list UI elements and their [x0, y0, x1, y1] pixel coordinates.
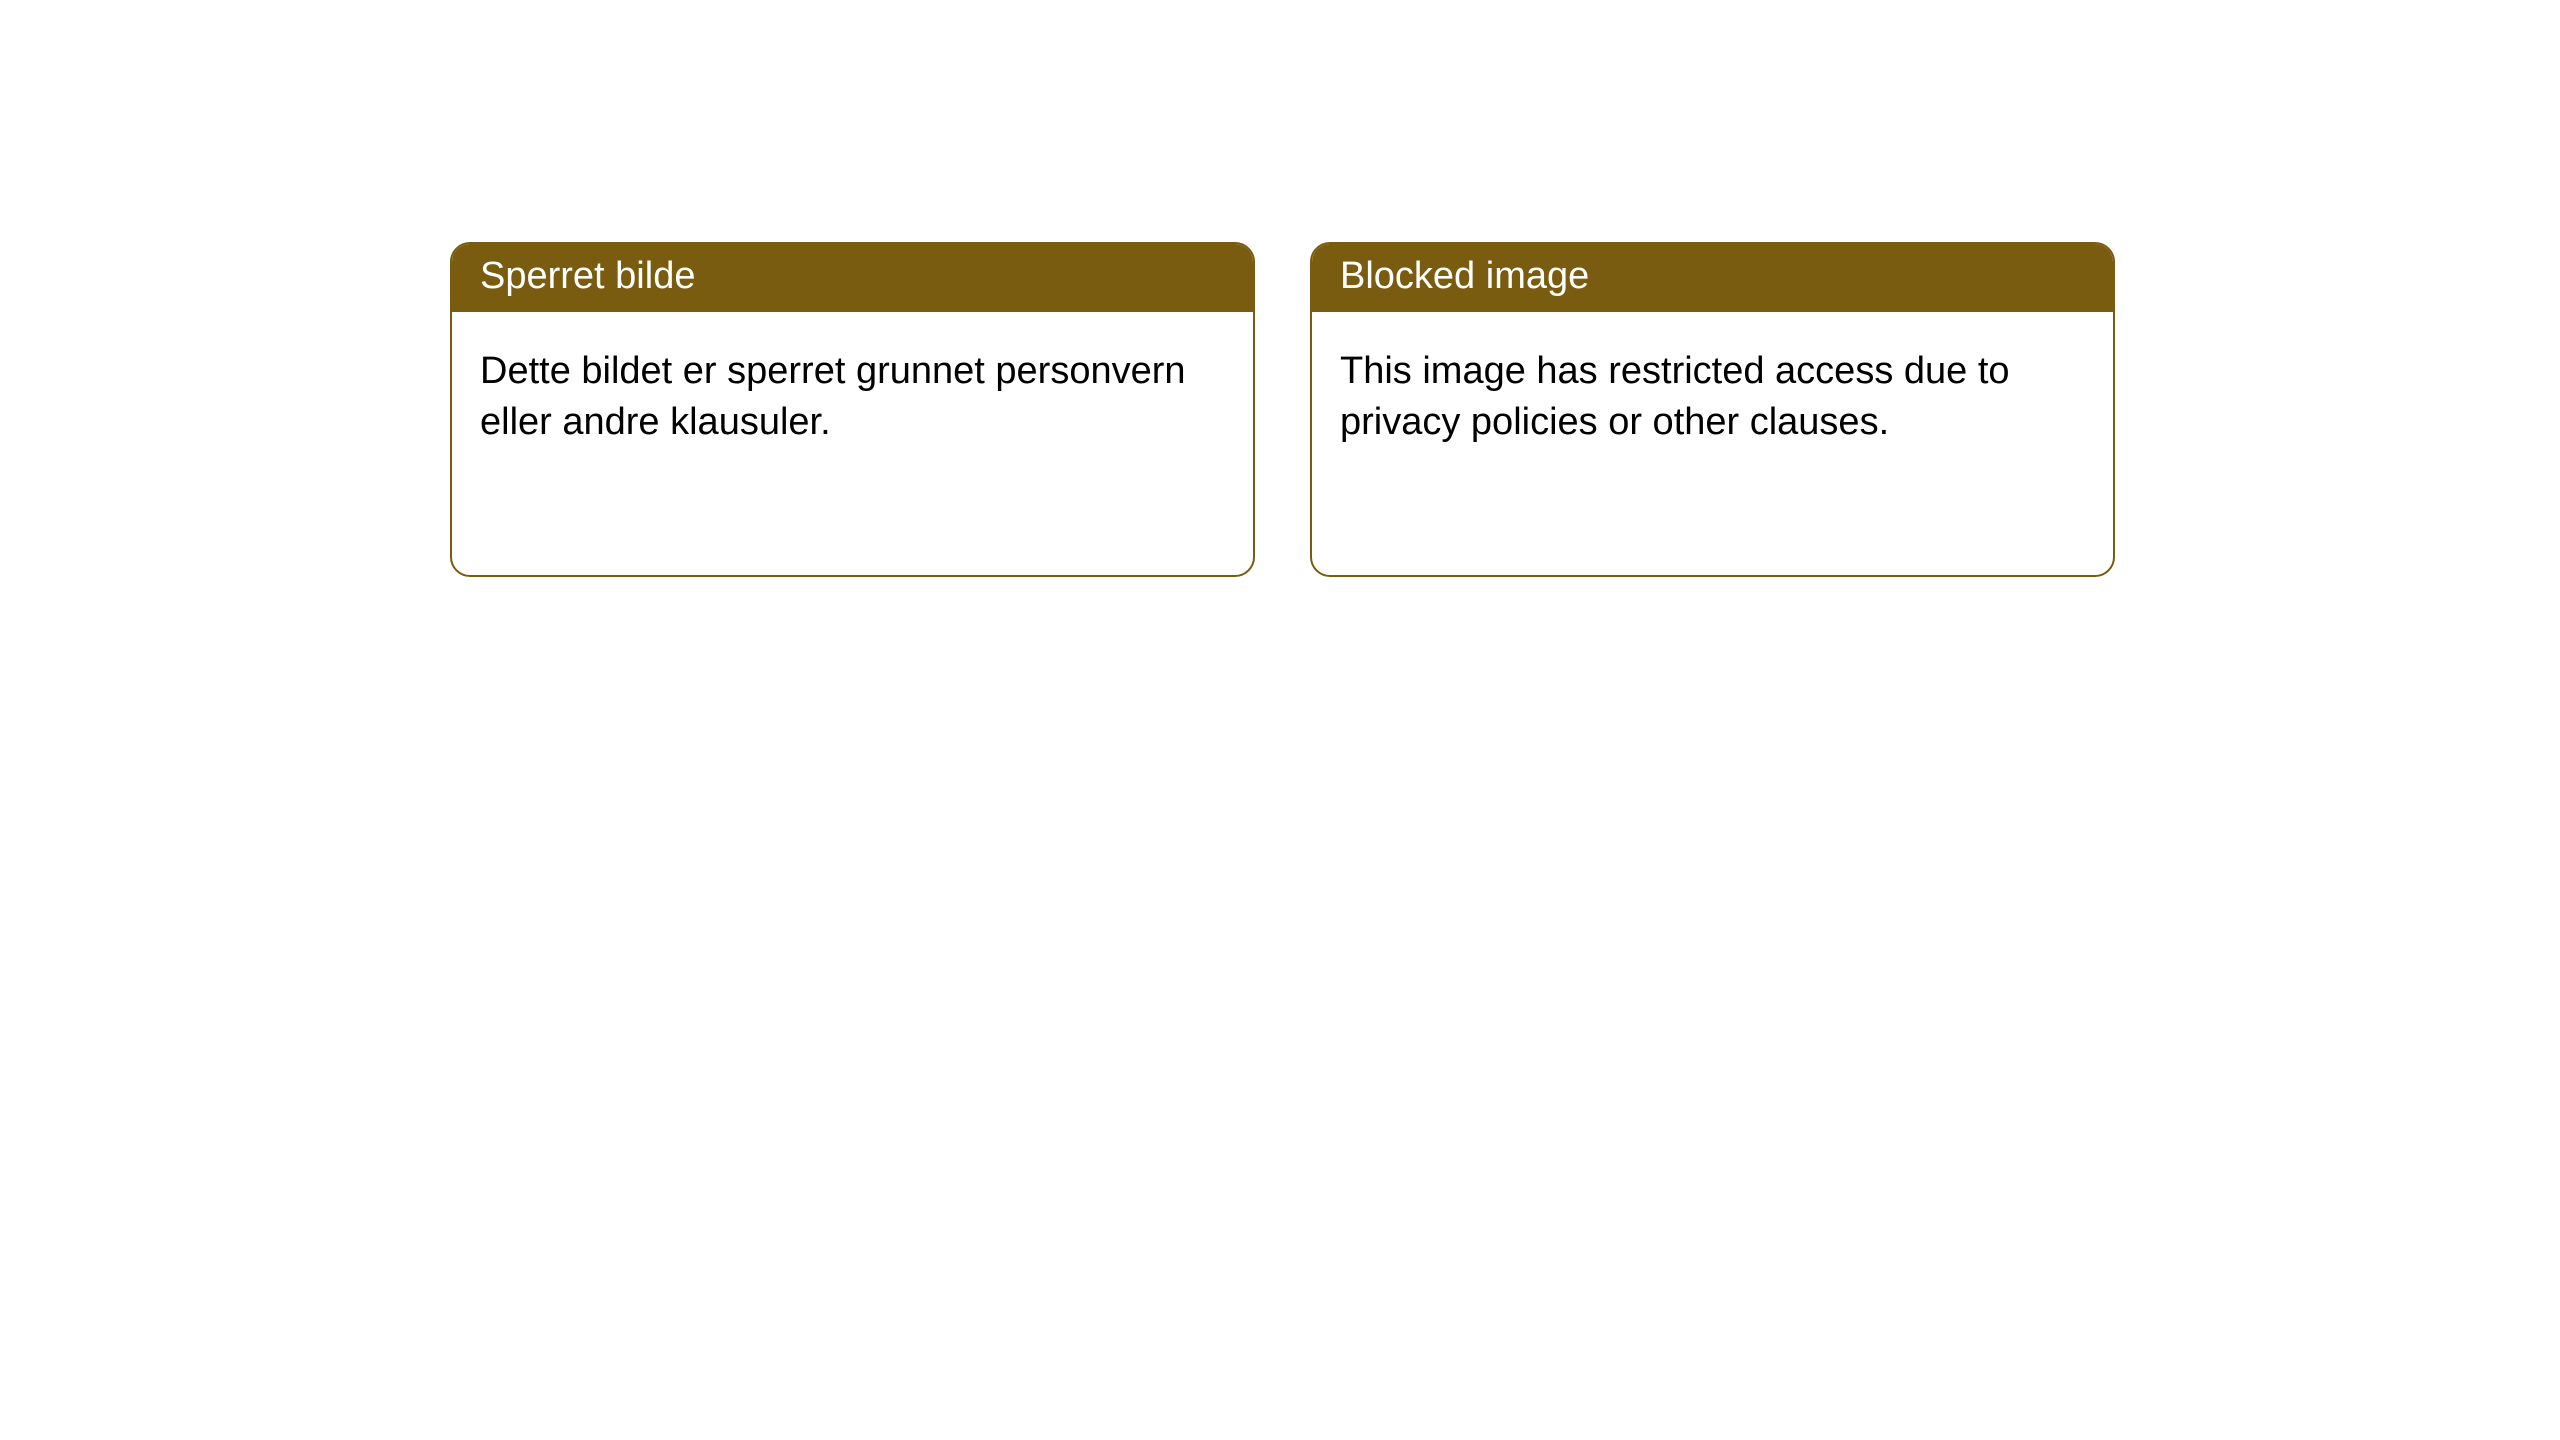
- notice-body: This image has restricted access due to …: [1312, 312, 2113, 483]
- notice-container: Sperret bilde Dette bildet er sperret gr…: [450, 242, 2115, 577]
- notice-body: Dette bildet er sperret grunnet personve…: [452, 312, 1253, 483]
- notice-body-text: This image has restricted access due to …: [1340, 350, 2010, 443]
- notice-title: Sperret bilde: [480, 255, 695, 297]
- notice-header: Blocked image: [1312, 244, 2113, 312]
- notice-card-norwegian: Sperret bilde Dette bildet er sperret gr…: [450, 242, 1255, 577]
- notice-title: Blocked image: [1340, 255, 1589, 297]
- notice-card-english: Blocked image This image has restricted …: [1310, 242, 2115, 577]
- notice-body-text: Dette bildet er sperret grunnet personve…: [480, 350, 1186, 443]
- notice-header: Sperret bilde: [452, 244, 1253, 312]
